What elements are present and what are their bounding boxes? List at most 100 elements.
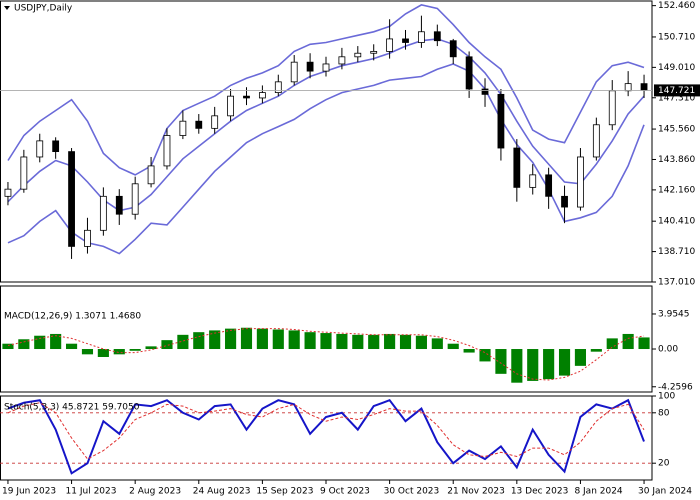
y-tick-label: 137.010 <box>658 278 695 288</box>
chart-title: USDJPY,Daily <box>14 4 73 14</box>
macd-bar <box>384 333 396 350</box>
x-tick-label: 2 Aug 2023 <box>129 487 181 497</box>
y-tick-label: 142.160 <box>658 185 695 195</box>
x-tick-label: 24 Aug 2023 <box>193 487 251 497</box>
macd-bar <box>225 328 237 350</box>
macd-bar <box>65 343 78 350</box>
candle-body <box>179 120 187 136</box>
candle-body <box>402 38 409 43</box>
macd-bar <box>193 332 205 350</box>
panel-frame <box>0 395 653 481</box>
y-tick-label: 140.410 <box>658 217 695 227</box>
candle-body <box>418 31 425 43</box>
candle-body <box>20 156 28 190</box>
macd-bar <box>543 349 555 380</box>
candle-body <box>195 120 203 129</box>
macd-bar <box>638 337 650 350</box>
macd-bar <box>558 349 571 376</box>
last-price-label: 147.721 <box>658 86 695 96</box>
candle-body <box>131 183 139 215</box>
candle-body <box>52 140 60 153</box>
indicator-title: Stoch(5,3,3) 45.8721 59.7050 <box>4 403 140 413</box>
macd-bar <box>399 334 412 350</box>
y-tick-label: 80 <box>658 408 670 418</box>
candle-body <box>84 229 91 247</box>
macd-bar <box>161 340 173 350</box>
candle-body <box>481 88 489 95</box>
y-tick-label: 150.710 <box>658 32 695 42</box>
y-tick-label: 100 <box>658 392 675 402</box>
candle-body <box>258 92 266 99</box>
x-tick-label: 19 Jun 2023 <box>2 487 56 497</box>
y-tick-label: 149.010 <box>658 63 695 73</box>
macd-signal <box>7 328 645 381</box>
macd-bar <box>447 343 459 350</box>
macd-bar <box>574 349 587 366</box>
macd-bar <box>288 330 300 350</box>
macd-bar <box>304 332 316 350</box>
y-tick-label: 20 <box>658 459 670 469</box>
macd-bar <box>34 335 46 350</box>
stoch-signal <box>7 402 645 460</box>
macd-bar <box>256 328 268 350</box>
candle-body <box>529 174 537 188</box>
candle-body <box>4 188 12 197</box>
y-tick-label: -4.2596 <box>658 382 693 392</box>
candle-body <box>449 40 457 58</box>
candle-body <box>640 83 648 91</box>
macd-bar <box>272 329 284 350</box>
macd-bar <box>511 349 523 383</box>
candle-body <box>386 38 394 52</box>
candle-body <box>274 81 282 93</box>
x-tick-label: 13 Dec 2023 <box>511 487 568 497</box>
macd-bar <box>336 333 348 350</box>
y-tick-label: 147.310 <box>658 93 695 103</box>
macd-bar <box>352 334 364 350</box>
macd-bar <box>527 349 539 381</box>
x-tick-label: 11 Jul 2023 <box>66 487 117 497</box>
x-tick-label: 15 Sep 2023 <box>256 487 313 497</box>
candle-body <box>545 174 553 197</box>
macd-bar <box>606 338 618 350</box>
candle-body <box>68 151 75 247</box>
candle-body <box>227 95 234 117</box>
y-tick-label: 138.710 <box>658 247 695 257</box>
macd-bar <box>495 349 507 374</box>
bollinger-lower <box>7 63 645 255</box>
macd-bar <box>97 349 109 357</box>
macd-bar <box>240 327 253 350</box>
y-tick-label: 152.460 <box>658 1 695 11</box>
candle-body <box>433 31 441 42</box>
macd-bar <box>590 349 602 352</box>
macd-bar <box>368 334 380 350</box>
candle-body <box>577 156 584 208</box>
indicator-title: MACD(12,26,9) 1.3071 1.4680 <box>4 312 141 322</box>
panel-frame <box>0 0 653 283</box>
y-tick-label: 3.9545 <box>658 309 690 319</box>
macd-bar <box>129 349 141 351</box>
candle-body <box>36 140 44 158</box>
macd-bar <box>113 349 125 355</box>
macd-bar <box>2 343 14 350</box>
candle-body <box>99 195 107 231</box>
panel-frame <box>0 285 653 393</box>
y-tick-label: 145.560 <box>658 125 695 135</box>
x-tick-label: 21 Nov 2023 <box>447 487 505 497</box>
macd-bar <box>479 349 491 362</box>
candle-body <box>306 61 314 72</box>
candle-body <box>147 165 155 185</box>
x-tick-label: 30 Jan 2024 <box>638 487 692 497</box>
x-tick-label: 30 Oct 2023 <box>384 487 440 497</box>
x-tick-label: 9 Oct 2023 <box>320 487 370 497</box>
candle-body <box>322 63 330 72</box>
candle-body <box>561 195 568 208</box>
candle-body <box>163 135 171 167</box>
stoch-main <box>7 398 645 475</box>
macd-bar <box>320 333 332 350</box>
candle-body <box>624 83 632 92</box>
candle-body <box>608 90 616 126</box>
symbol-menu-icon <box>4 6 10 10</box>
candle-body <box>338 56 346 65</box>
